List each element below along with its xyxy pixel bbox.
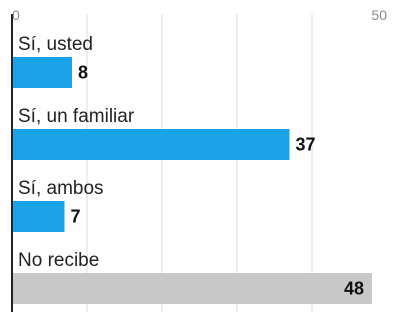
bar <box>12 273 372 304</box>
category-label: Sí, un familiar <box>18 106 135 127</box>
category-label: Sí, ambos <box>18 178 104 199</box>
bar <box>12 201 65 232</box>
value-label: 37 <box>296 135 316 155</box>
value-label: 7 <box>71 207 81 227</box>
category-label: No recibe <box>18 250 99 271</box>
tick-label: 50 <box>371 7 387 23</box>
value-label: 8 <box>78 63 88 83</box>
bar <box>12 57 72 88</box>
tick-label: 0 <box>12 7 20 23</box>
bar <box>12 129 290 160</box>
category-label: Sí, usted <box>18 34 93 55</box>
value-label: 48 <box>344 279 364 299</box>
